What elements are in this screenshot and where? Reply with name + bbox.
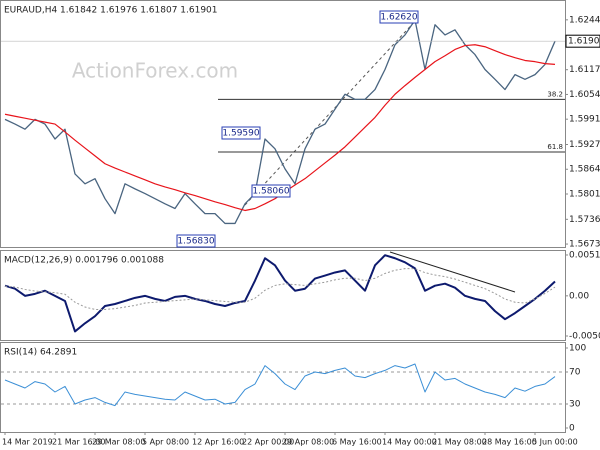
current-price-box bbox=[565, 34, 600, 48]
x-tick-label: 29 Mar 08:00 bbox=[92, 438, 145, 447]
y-tick-label: 1.60545 bbox=[569, 90, 600, 100]
x-tick-label: 21 May 08:00 bbox=[432, 438, 487, 447]
y-tick-label: 70 bbox=[569, 368, 581, 378]
series-line bbox=[4, 268, 556, 310]
level-label: 38.2 bbox=[547, 90, 563, 98]
y-tick-label: 1.58010 bbox=[569, 189, 600, 199]
series-line bbox=[4, 19, 556, 225]
current-price-label: 1.61901 bbox=[568, 37, 600, 47]
y-tick-label: 1.62445 bbox=[569, 15, 600, 25]
annotation-box bbox=[176, 234, 216, 248]
y-tick-label: 1.59915 bbox=[569, 115, 600, 125]
x-tick-label: 5 Jun 00:00 bbox=[532, 438, 578, 447]
annotation: 1.62620 bbox=[380, 13, 417, 23]
watermark: ActionForex.com bbox=[72, 59, 238, 83]
rsi-panel bbox=[0, 342, 566, 433]
y-tick-label: 1.57365 bbox=[569, 215, 600, 225]
panel-title: EURAUD,H4 1.61842 1.61976 1.61807 1.6190… bbox=[4, 6, 218, 16]
panel-title: MACD(12,26,9) 0.001796 0.001088 bbox=[4, 256, 164, 266]
annotation: 1.58060 bbox=[252, 187, 289, 197]
x-tick-label: 29 Apr 08:00 bbox=[282, 438, 334, 447]
x-tick-label: 28 May 16:00 bbox=[482, 438, 537, 447]
y-tick-label: 30 bbox=[569, 400, 581, 410]
x-tick-label: 14 Mar 2019 bbox=[2, 438, 53, 447]
series-line bbox=[4, 363, 556, 407]
annotation-box bbox=[379, 10, 419, 24]
y-tick-label: 1.56735 bbox=[569, 240, 600, 250]
trend-line bbox=[244, 17, 419, 206]
x-tick-label: 5 Apr 08:00 bbox=[142, 438, 189, 447]
annotation: 1.59590 bbox=[222, 129, 259, 139]
annotation-box bbox=[221, 126, 261, 140]
annotation: 1.56830 bbox=[177, 237, 214, 247]
x-tick-label: 6 May 16:00 bbox=[332, 438, 382, 447]
macd-trend-line bbox=[389, 251, 516, 293]
price-panel bbox=[0, 0, 566, 248]
y-tick-label: 0.005108 bbox=[569, 250, 600, 260]
y-tick-label: 0.00 bbox=[569, 291, 589, 301]
x-tick-label: 22 Apr 00:00 bbox=[242, 438, 294, 447]
x-tick-label: 21 Mar 16:00 bbox=[52, 438, 105, 447]
panel-title: RSI(14) 64.2891 bbox=[4, 348, 77, 358]
y-tick-label: 1.58640 bbox=[569, 165, 600, 175]
y-tick-label: 0 bbox=[569, 424, 575, 434]
annotation-box bbox=[251, 184, 291, 198]
x-tick-label: 12 Apr 16:00 bbox=[192, 438, 244, 447]
level-label: 61.8 bbox=[547, 143, 563, 151]
y-tick-label: 100 bbox=[569, 344, 586, 354]
y-tick-label: 1.59270 bbox=[569, 140, 600, 150]
series-line bbox=[4, 254, 556, 333]
y-tick-label: -0.005019 bbox=[569, 331, 600, 341]
y-tick-label: 1.61175 bbox=[569, 65, 600, 75]
x-tick-label: 14 May 00:00 bbox=[382, 438, 437, 447]
